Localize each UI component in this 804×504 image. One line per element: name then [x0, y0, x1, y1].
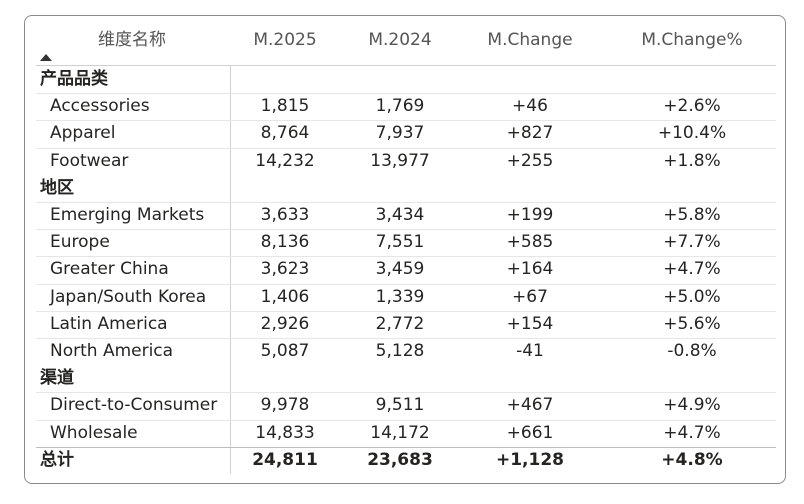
value-cell: +585 [506, 232, 554, 253]
value-cell: +255 [506, 150, 554, 171]
row-label: Japan/South Korea [50, 286, 207, 307]
value-cell: 7,551 [375, 232, 425, 253]
value-cell: -41 [516, 341, 544, 361]
value-cell: +5.0% [663, 286, 721, 307]
row-separator [36, 202, 776, 203]
row-separator [36, 283, 776, 285]
group-label: 产品品类 [40, 69, 108, 89]
value-cell: +5.6% [663, 313, 721, 334]
value-cell: +46 [512, 96, 548, 117]
row-label: North America [50, 341, 174, 361]
group-label: 渠道 [40, 368, 74, 389]
total-cell: +1,128 [495, 449, 565, 470]
row-label: Apparel [50, 123, 116, 144]
value-cell: 1,339 [375, 286, 425, 307]
row-separator [36, 147, 776, 149]
value-cell: 14,232 [255, 150, 315, 171]
value-cell: +164 [506, 259, 554, 280]
column-divider [230, 66, 231, 474]
value-cell: 14,172 [370, 422, 430, 443]
value-cell: +10.4% [657, 123, 727, 144]
value-cell: 3,623 [260, 259, 310, 280]
value-cell: 2,926 [260, 313, 310, 334]
total-cell: 23,683 [367, 449, 433, 470]
column-header: M.Change% [641, 30, 743, 50]
value-cell: +199 [506, 205, 554, 225]
row-label: Accessories [50, 96, 150, 117]
total-cell: 24,811 [252, 449, 318, 470]
matrix-card [24, 15, 786, 484]
value-cell: +1.8% [663, 150, 721, 171]
row-separator [36, 256, 776, 258]
value-cell: -0.8% [667, 341, 717, 361]
row-label: Direct-to-Consumer [50, 395, 218, 416]
value-cell: 7,937 [375, 123, 425, 144]
value-cell: 13,977 [370, 150, 430, 171]
value-cell: 3,633 [260, 205, 310, 225]
row-label: Europe [50, 232, 110, 253]
value-cell: +154 [506, 313, 554, 334]
value-cell: 8,764 [260, 123, 310, 144]
row-label: Latin America [50, 313, 168, 334]
value-cell: 2,772 [375, 313, 425, 334]
value-cell: +4.7% [663, 422, 721, 443]
sort-arrow[interactable] [38, 52, 54, 62]
row-separator [36, 229, 776, 231]
total-separator [36, 446, 776, 448]
value-cell: +467 [506, 395, 554, 416]
value-cell: +661 [506, 422, 554, 443]
value-cell: 14,833 [255, 422, 315, 443]
row-separator [36, 93, 776, 95]
column-header: M.Change [487, 30, 573, 50]
value-cell: +4.7% [663, 259, 721, 280]
value-cell: 1,815 [260, 96, 310, 117]
value-cell: +5.8% [663, 205, 721, 225]
row-label: Greater China [50, 259, 169, 280]
value-cell: 5,087 [260, 341, 310, 361]
value-cell: +67 [512, 286, 548, 307]
value-cell: 1,406 [260, 286, 310, 307]
value-cell: 3,459 [375, 259, 425, 280]
row-separator [36, 419, 776, 421]
value-cell: 1,769 [375, 96, 425, 117]
value-cell: +827 [506, 123, 554, 144]
row-label: Emerging Markets [50, 205, 205, 225]
row-separator [36, 120, 776, 122]
row-separator [36, 310, 776, 312]
value-cell: 8,136 [260, 232, 310, 253]
value-cell: 5,128 [375, 341, 425, 361]
value-cell: 3,434 [375, 205, 425, 225]
column-header: M.2025 [253, 30, 317, 50]
total-label: 总计 [40, 449, 74, 470]
value-cell: +2.6% [663, 96, 721, 117]
row-separator [36, 392, 776, 394]
value-cell: +4.9% [663, 395, 721, 416]
column-header: 维度名称 [98, 30, 166, 50]
value-cell: 9,978 [260, 395, 310, 416]
group-label: 地区 [40, 177, 74, 198]
header-separator [36, 65, 776, 66]
row-label: Wholesale [50, 422, 138, 443]
row-label: Footwear [50, 150, 129, 171]
value-cell: +7.7% [663, 232, 721, 253]
value-cell: 9,511 [375, 395, 425, 416]
total-cell: +4.8% [661, 449, 723, 470]
column-header: M.2024 [368, 30, 432, 50]
row-separator [36, 338, 776, 339]
